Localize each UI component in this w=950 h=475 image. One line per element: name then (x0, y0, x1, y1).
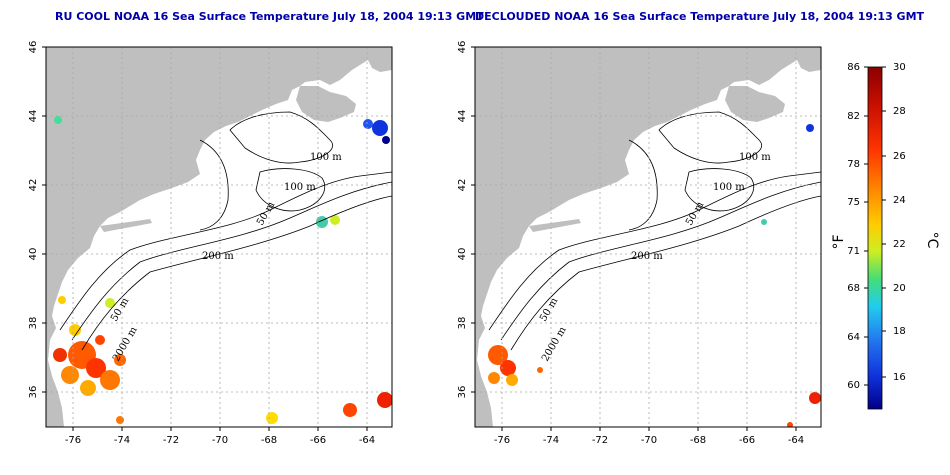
right-map-x-tick-label: -70 (641, 435, 657, 446)
colorbar-celsius-tick-label: 24 (893, 195, 906, 206)
colorbar: 86 82 78 75 71 68 64 60 30 28 26 24 22 20 18 16 °F °C (831, 62, 940, 410)
right-map-nova-scotia (725, 86, 785, 122)
left-map-grid (46, 47, 392, 427)
fahrenheit-unit-label: °F (831, 234, 847, 249)
left-map-x-tick-label: -64 (359, 435, 375, 446)
colorbar-fahrenheit-tick-label: 78 (847, 159, 860, 170)
colorbar-fahrenheit-tick-label: 64 (847, 332, 860, 343)
right-map-long-island (529, 219, 581, 232)
left-map-x-tick-label: -74 (114, 435, 130, 446)
colorbar-fahrenheit-tick-label: 60 (847, 380, 860, 391)
colorbar-celsius-tick-label: 20 (893, 283, 906, 294)
colorbar-fahrenheit-tick-label: 82 (847, 111, 860, 122)
colorbar-celsius-ticks: 30 28 26 24 22 20 18 16 (882, 62, 906, 383)
right-map-x-tick-label: -64 (788, 435, 804, 446)
colorbar-celsius-tick-label: 18 (893, 326, 906, 337)
colorbar-fahrenheit-ticks: 86 82 78 75 71 68 64 60 (847, 62, 868, 391)
right-map-grid (475, 47, 821, 427)
colorbar-celsius-tick-label: 16 (893, 372, 906, 383)
left-map-bathymetry (59, 111, 392, 351)
left-map-y-tick-label: 44 (28, 110, 39, 123)
right-map-x-tick-label: -76 (494, 435, 510, 446)
left-contour-label-100m-a: 100 m (310, 152, 342, 163)
left-map-frame (45, 46, 393, 428)
left-map: 100 m 100 m 50 m 200 m 50 m 2000 m -76 -7… (28, 41, 393, 446)
colorbar-fahrenheit-tick-label: 86 (847, 62, 860, 73)
left-map-x-tick-label: -72 (163, 435, 179, 446)
left-map-y-tick-label: 38 (28, 317, 39, 330)
right-map-y-tick-label: 42 (457, 179, 468, 192)
left-contour-label-200m: 200 m (202, 251, 234, 262)
right-map-y-tick-label: 46 (457, 41, 468, 54)
left-map-y-tick-label: 46 (28, 41, 39, 54)
colorbar-celsius-tick-label: 30 (893, 62, 906, 73)
colorbar-celsius-tick-label: 22 (893, 239, 906, 250)
left-map-x-tick-label: -68 (261, 435, 277, 446)
celsius-unit-label: °C (924, 232, 940, 249)
right-map-land (475, 47, 821, 427)
left-map-x-tick-label: -70 (212, 435, 228, 446)
colorbar-celsius-tick-label: 28 (893, 106, 906, 117)
right-map-x-tick-label: -72 (592, 435, 608, 446)
right-map-x-tick-label: -66 (739, 435, 755, 446)
right-map-bathymetry (488, 111, 821, 351)
right-contour-label-100m-a: 100 m (739, 152, 771, 163)
left-map-title: RU COOL NOAA 16 Sea Surface Temperature … (55, 10, 484, 23)
left-map-y-tick-label: 36 (28, 386, 39, 399)
right-map-x-tick-label: -74 (543, 435, 559, 446)
left-map-axis-ticks: -76 -74 -72 -70 -68 -66 -64 46 44 42 40 38 36 (28, 41, 375, 446)
right-contour-label-100m-b: 100 m (713, 182, 745, 193)
left-map-long-island (100, 219, 152, 232)
right-map-x-tick-label: -68 (690, 435, 706, 446)
left-map-y-tick-label: 42 (28, 179, 39, 192)
left-map-y-tick-label: 40 (28, 248, 39, 261)
right-map-y-tick-label: 40 (457, 248, 468, 261)
colorbar-gradient (867, 66, 883, 410)
left-map-x-tick-label: -76 (65, 435, 81, 446)
right-map-title: DECLOUDED NOAA 16 Sea Surface Temperatur… (475, 10, 925, 23)
right-map-sst-patches (488, 124, 821, 427)
left-map-nova-scotia (296, 86, 356, 122)
right-map-y-tick-label: 36 (457, 386, 468, 399)
colorbar-fahrenheit-tick-label: 75 (847, 197, 860, 208)
colorbar-fahrenheit-tick-label: 68 (847, 283, 860, 294)
left-map-land (46, 47, 392, 427)
right-map-frame (474, 46, 822, 428)
left-contour-label-100m-b: 100 m (284, 182, 316, 193)
right-map-y-tick-label: 38 (457, 317, 468, 330)
right-map: 100 m 100 m 50 m 200 m 50 m 2000 m -76 -7… (457, 41, 822, 446)
right-contour-label-200m: 200 m (631, 251, 663, 262)
right-map-axis-ticks: -76 -74 -72 -70 -68 -66 -64 46 44 42 40 38 36 (457, 41, 804, 446)
right-map-y-tick-label: 44 (457, 110, 468, 123)
colorbar-fahrenheit-tick-label: 71 (847, 246, 860, 257)
left-map-x-tick-label: -66 (310, 435, 326, 446)
colorbar-celsius-tick-label: 26 (893, 151, 906, 162)
